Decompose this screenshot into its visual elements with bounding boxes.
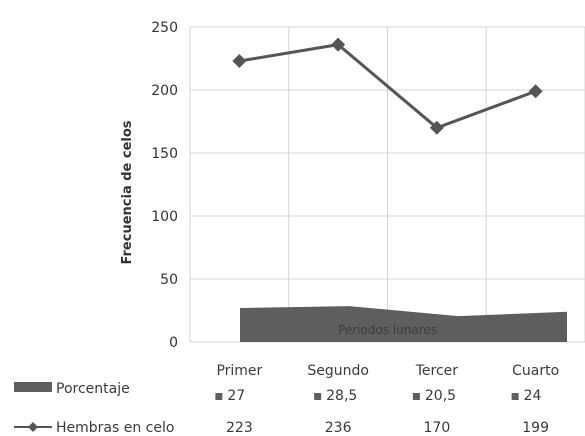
y-tick-label: 250 [151, 20, 178, 36]
category-label: Cuarto [512, 363, 559, 379]
data-label-hembras: 236 [325, 420, 352, 436]
y-axis-label: Frecuencia de celos [120, 120, 135, 264]
y-tick-label: 150 [151, 146, 178, 162]
legend-swatch-porcentaje [412, 393, 420, 400]
y-tick-labels: 0 50 100 150 200 250 [151, 20, 178, 351]
y-tick-label: 200 [151, 83, 178, 99]
diamond-marker [528, 84, 543, 99]
diamond-marker [331, 37, 346, 52]
legend-swatch-porcentaje [314, 393, 322, 400]
data-label-porcentaje: 20,5 [425, 388, 456, 404]
area-series-layer [240, 306, 567, 342]
area-porcentaje [240, 306, 567, 342]
category-label: Segundo [307, 363, 369, 379]
data-label-hembras: 199 [522, 420, 549, 436]
data-label-porcentaje: 24 [524, 388, 542, 404]
category-label: Tercer [415, 363, 459, 379]
y-tick-label: 50 [160, 272, 178, 288]
legend-label-porcentaje: Porcentaje [56, 381, 130, 397]
diamond-marker [429, 120, 444, 135]
diamond-marker [232, 54, 247, 69]
legend-key-hembras-diamond [28, 422, 38, 432]
line-hembras-en-celo [239, 43, 537, 130]
data-label-hembras: 223 [226, 420, 253, 436]
legend-swatch-porcentaje [215, 393, 223, 400]
data-label-hembras: 170 [424, 420, 451, 436]
legend-key-porcentaje [14, 382, 52, 392]
data-label-porcentaje: 27 [227, 388, 245, 404]
gridlines [189, 26, 585, 343]
area-inner-label: Periodos lunares [338, 323, 437, 337]
legend-label-hembras: Hembras en celo [56, 420, 174, 436]
data-label-porcentaje: 28,5 [326, 388, 357, 404]
data-table: Primer Segundo Tercer Cuarto Porcentaje 27 28,… [14, 363, 559, 436]
line-series-layer [232, 37, 543, 135]
y-tick-label: 0 [169, 335, 178, 351]
y-tick-label: 100 [151, 209, 178, 225]
legend-swatch-porcentaje [511, 393, 519, 400]
category-label: Primer [216, 363, 262, 379]
